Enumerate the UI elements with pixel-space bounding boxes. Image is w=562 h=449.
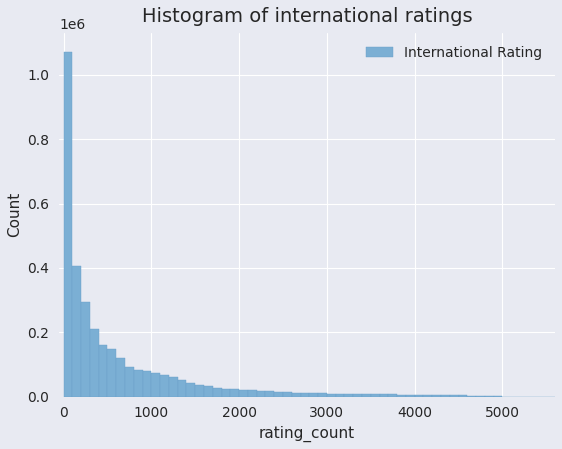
Bar [336,394,345,396]
Bar [327,393,336,396]
Bar [221,388,230,396]
Bar [116,358,125,396]
Bar [432,395,441,396]
Bar [134,370,143,396]
Y-axis label: Count: Count [7,192,22,238]
Bar [81,302,90,396]
Bar [99,345,107,396]
Bar [248,391,257,396]
Bar [388,395,397,396]
Bar [274,392,283,396]
Bar [450,395,459,396]
Bar [257,391,265,396]
Bar [195,385,204,396]
Bar [292,392,301,396]
Bar [379,394,388,396]
Bar [230,389,239,396]
Bar [125,367,134,396]
Title: Histogram of international ratings: Histogram of international ratings [142,7,473,26]
Bar [441,395,450,396]
Bar [187,383,195,396]
Bar [265,392,274,396]
Bar [371,394,379,396]
Bar [169,377,178,396]
Bar [345,394,353,396]
Bar [151,373,160,396]
Bar [362,394,371,396]
Bar [64,53,72,396]
Bar [318,393,327,396]
Bar [90,329,99,396]
Bar [239,390,248,396]
Bar [353,394,362,396]
Bar [301,393,309,396]
Bar [107,349,116,396]
Bar [406,395,415,396]
Bar [309,393,318,396]
Bar [143,371,151,396]
Legend: International Rating: International Rating [360,40,548,65]
Bar [213,387,221,396]
X-axis label: rating_count: rating_count [259,426,355,442]
Bar [415,395,423,396]
Bar [397,395,406,396]
Bar [178,380,187,396]
Bar [283,392,292,396]
Bar [204,386,213,396]
Bar [160,375,169,396]
Bar [423,395,432,396]
Bar [72,266,81,396]
